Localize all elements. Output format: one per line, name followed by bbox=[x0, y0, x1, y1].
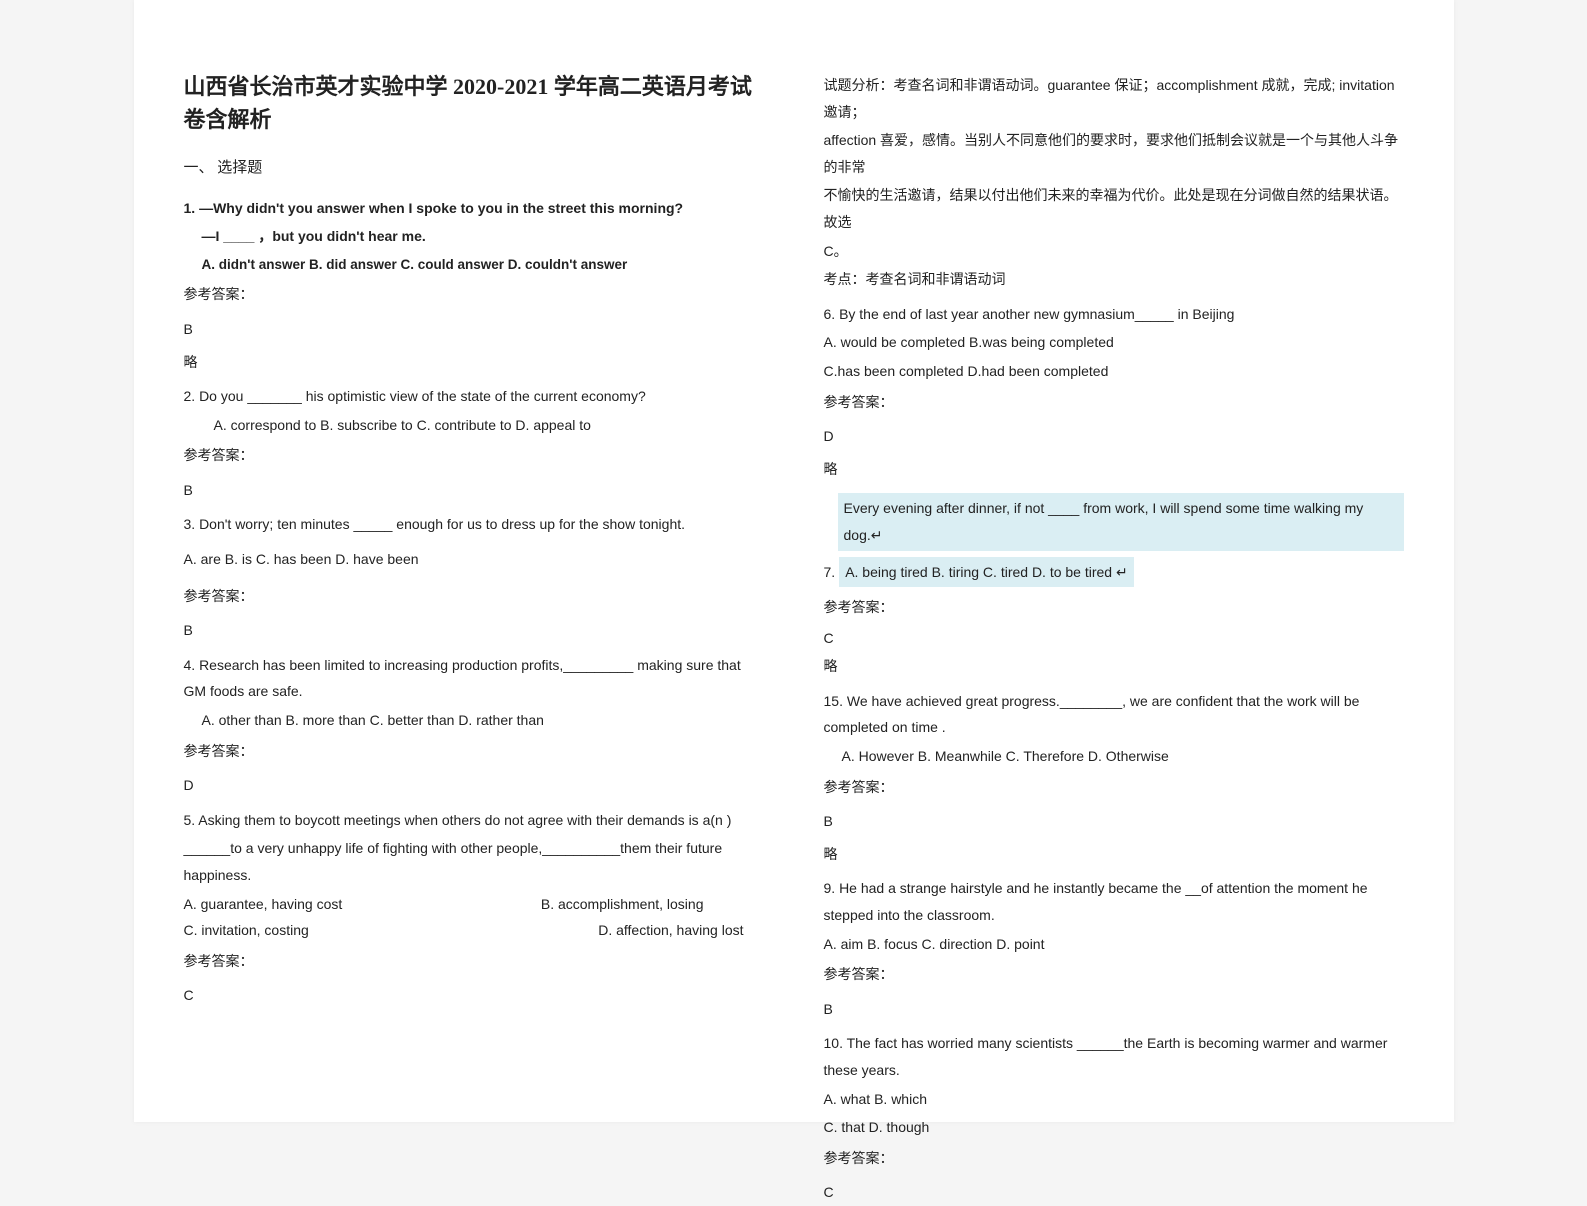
q5-analysis: 试题分析：考查名词和非谓语动词。guarantee 保证；accomplishm… bbox=[824, 72, 1404, 293]
analysis-line: affection 喜爱，感情。当别人不同意他们的要求时，要求他们抵制会议就是一… bbox=[824, 127, 1404, 180]
right-column: 试题分析：考查名词和非谓语动词。guarantee 保证；accomplishm… bbox=[794, 70, 1434, 1102]
left-column: 山西省长治市英才实验中学 2020-2021 学年高二英语月考试卷含解析 一、 … bbox=[154, 70, 794, 1102]
q2-stem: 2. Do you _______ his optimistic view of… bbox=[184, 383, 764, 410]
q6-answer: D bbox=[824, 423, 1404, 450]
q15-options: A. However B. Meanwhile C. Therefore D. … bbox=[824, 743, 1404, 770]
q1-options: A. didn't answer B. did answer C. could … bbox=[184, 252, 764, 278]
answer-label: 参考答案： bbox=[824, 776, 1404, 803]
q5-optD: D. affection, having lost bbox=[598, 917, 743, 944]
answer-label: 参考答案： bbox=[824, 963, 1404, 990]
q2-answer: B bbox=[184, 477, 764, 504]
question-2: 2. Do you _______ his optimistic view of… bbox=[184, 383, 764, 503]
analysis-line: 试题分析：考查名词和非谓语动词。guarantee 保证；accomplishm… bbox=[824, 72, 1404, 125]
question-4: 4. Research has been limited to increasi… bbox=[184, 652, 764, 799]
q5-optB: B. accomplishment, losing bbox=[541, 891, 704, 918]
q1-line1: 1. —Why didn't you answer when I spoke t… bbox=[184, 195, 764, 222]
question-9: 9. He had a strange hairstyle and he ins… bbox=[824, 875, 1404, 1022]
q10-answer: C bbox=[824, 1179, 1404, 1206]
q5-optC: C. invitation, costing bbox=[184, 917, 309, 944]
exam-page: 山西省长治市英才实验中学 2020-2021 学年高二英语月考试卷含解析 一、 … bbox=[134, 0, 1454, 1122]
question-15: 15. We have achieved great progress.____… bbox=[824, 688, 1404, 868]
answer-label: 参考答案： bbox=[184, 283, 764, 310]
q1-note: 略 bbox=[184, 349, 764, 376]
q3-stem: 3. Don't worry; ten minutes _____ enough… bbox=[184, 511, 764, 538]
q9-stem: 9. He had a strange hairstyle and he ins… bbox=[824, 875, 1404, 928]
answer-label: 参考答案： bbox=[824, 391, 1404, 418]
answer-label: 参考答案： bbox=[824, 1147, 1404, 1174]
answer-label: 参考答案： bbox=[184, 585, 764, 612]
q10-stem: 10. The fact has worried many scientists… bbox=[824, 1030, 1404, 1083]
q1-line2: —I ____ ，but you didn't hear me. bbox=[184, 223, 764, 250]
analysis-line: 考点：考查名词和非谓语动词 bbox=[824, 266, 1404, 293]
answer-label: 参考答案： bbox=[184, 740, 764, 767]
page-title: 山西省长治市英才实验中学 2020-2021 学年高二英语月考试卷含解析 bbox=[184, 70, 764, 136]
question-3: 3. Don't worry; ten minutes _____ enough… bbox=[184, 511, 764, 643]
question-5: 5. Asking them to boycott meetings when … bbox=[184, 807, 764, 1009]
q6-stem: 6. By the end of last year another new g… bbox=[824, 301, 1404, 328]
q3-options: A. are B. is C. has been D. have been bbox=[184, 546, 764, 573]
answer-label: 参考答案： bbox=[824, 596, 1404, 623]
q3-answer: B bbox=[184, 617, 764, 644]
q9-answer: B bbox=[824, 996, 1404, 1023]
q10-options-1: A. what B. which bbox=[824, 1086, 1404, 1113]
question-6: 6. By the end of last year another new g… bbox=[824, 301, 1404, 483]
q10-options-2: C. that D. though bbox=[824, 1114, 1404, 1141]
q5-stem2: ______to a very unhappy life of fighting… bbox=[184, 835, 764, 888]
q15-answer: B bbox=[824, 808, 1404, 835]
q4-stem: 4. Research has been limited to increasi… bbox=[184, 652, 764, 705]
q6-options-2: C.has been completed D.had been complete… bbox=[824, 358, 1404, 385]
q7-note: 略 bbox=[824, 653, 1404, 680]
question-10: 10. The fact has worried many scientists… bbox=[824, 1030, 1404, 1206]
q15-stem: 15. We have achieved great progress.____… bbox=[824, 688, 1404, 741]
question-1: 1. —Why didn't you answer when I spoke t… bbox=[184, 195, 764, 376]
q7-number: 7. bbox=[824, 559, 836, 586]
answer-label: 参考答案： bbox=[184, 444, 764, 471]
q7-highlight-opts: A. being tired B. tiring C. tired D. to … bbox=[839, 557, 1134, 588]
q5-answer: C bbox=[184, 982, 764, 1009]
q2-options: A. correspond to B. subscribe to C. cont… bbox=[184, 412, 764, 439]
q4-options: A. other than B. more than C. better tha… bbox=[184, 707, 764, 734]
question-7: Every evening after dinner, if not ____ … bbox=[824, 490, 1404, 680]
q7-highlight-stem: Every evening after dinner, if not ____ … bbox=[838, 493, 1404, 550]
analysis-line: 不愉快的生活邀请，结果以付出他们未来的幸福为代价。此处是现在分词做自然的结果状语… bbox=[824, 182, 1404, 235]
q15-note: 略 bbox=[824, 841, 1404, 868]
q6-options-1: A. would be completed B.was being comple… bbox=[824, 329, 1404, 356]
q9-options: A. aim B. focus C. direction D. point bbox=[824, 931, 1404, 958]
answer-label: 参考答案： bbox=[184, 950, 764, 977]
q5-optA: A. guarantee, having cost bbox=[184, 891, 343, 918]
q1-answer: B bbox=[184, 316, 764, 343]
q6-note: 略 bbox=[824, 456, 1404, 483]
q4-answer: D bbox=[184, 772, 764, 799]
section-heading: 一、 选择题 bbox=[184, 154, 764, 183]
q7-answer: C bbox=[824, 625, 1404, 652]
q5-stem: 5. Asking them to boycott meetings when … bbox=[184, 807, 764, 834]
analysis-line: C。 bbox=[824, 238, 1404, 265]
